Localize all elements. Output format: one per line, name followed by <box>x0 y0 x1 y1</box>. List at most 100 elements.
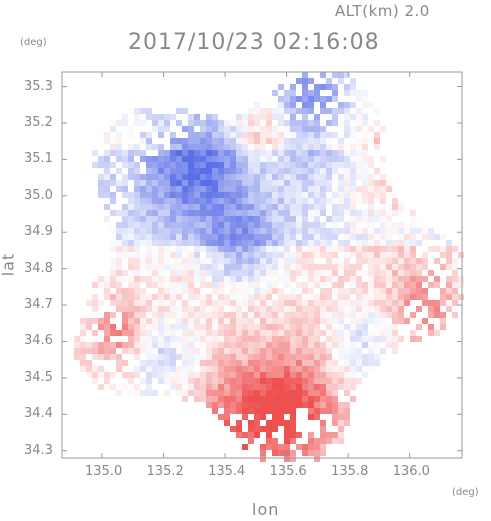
field-cell-977 <box>206 234 212 240</box>
field-cell-510 <box>338 174 344 180</box>
field-cell-422 <box>338 162 344 168</box>
field-cell-2076 <box>152 354 158 360</box>
field-cell-2346 <box>242 390 248 396</box>
field-cell-1315 <box>236 270 242 276</box>
field-cell-820 <box>194 216 200 222</box>
field-cell-449 <box>248 168 254 174</box>
field-cell-65 <box>272 108 278 114</box>
field-cell-2015 <box>74 348 80 354</box>
field-cell-983 <box>242 234 248 240</box>
field-cell-649 <box>314 192 320 198</box>
field-cell-2006 <box>344 342 350 348</box>
field-cell-389 <box>134 162 140 168</box>
field-cell-2336 <box>182 390 188 396</box>
field-cell-1493 <box>266 288 272 294</box>
field-cell-1847 <box>362 324 368 330</box>
field-cell-453 <box>272 168 278 174</box>
field-cell-1859 <box>110 330 116 336</box>
field-cell-113 <box>158 120 164 126</box>
field-cell-259 <box>152 144 158 150</box>
field-cell-225 <box>194 138 200 144</box>
field-cell-54 <box>368 102 374 108</box>
field-cell-431 <box>134 168 140 174</box>
field-cell-1961 <box>74 342 80 348</box>
field-cell-489 <box>212 174 218 180</box>
field-cell-687 <box>272 198 278 204</box>
field-cell-686 <box>266 198 272 204</box>
field-cell-1939 <box>284 336 290 342</box>
y-tick-label-4: 34.7 <box>24 297 53 313</box>
field-cell-2242 <box>320 372 326 378</box>
field-cell-1978 <box>176 342 182 348</box>
field-cell-2414 <box>224 408 230 414</box>
field-cell-1858 <box>104 330 110 336</box>
field-cell-1110 <box>344 246 350 252</box>
field-cell-37 <box>314 96 320 102</box>
field-cell-1008 <box>392 234 398 240</box>
field-cell-2422 <box>272 408 278 414</box>
field-cell-1797 <box>392 318 398 324</box>
field-cell-429 <box>116 168 122 174</box>
field-cell-265 <box>194 144 200 150</box>
field-cell-1906 <box>392 330 398 336</box>
field-cell-1745 <box>440 312 446 318</box>
field-cell-1117 <box>386 246 392 252</box>
field-cell-1172 <box>380 252 386 258</box>
field-cell-11 <box>278 84 284 90</box>
field-cell-2127 <box>182 360 188 366</box>
field-cell-1365 <box>200 276 206 282</box>
field-cell-657 <box>362 192 368 198</box>
field-cell-798 <box>356 210 362 216</box>
field-cell-1750 <box>98 318 104 324</box>
field-cell-336 <box>356 150 362 156</box>
field-cell-1357 <box>152 276 158 282</box>
field-cell-2097 <box>278 354 284 360</box>
field-cell-257 <box>134 144 140 150</box>
field-cell-571 <box>134 186 140 192</box>
field-cell-1901 <box>362 330 368 336</box>
field-cell-2403 <box>290 402 296 408</box>
field-cell-1039 <box>248 240 254 246</box>
field-cell-252 <box>362 138 368 144</box>
field-cell-281 <box>290 144 296 150</box>
field-cell-2454 <box>290 420 296 426</box>
field-cell-2061 <box>356 348 362 354</box>
field-cell-361 <box>248 156 254 162</box>
field-cell-2266 <box>218 378 224 384</box>
field-cell-1303 <box>164 270 170 276</box>
field-cell-1548 <box>248 294 254 300</box>
field-cell-457 <box>296 168 302 174</box>
field-cell-2237 <box>290 372 296 378</box>
field-cell-30 <box>362 90 368 96</box>
field-cell-945 <box>338 228 344 234</box>
field-cell-356 <box>218 156 224 162</box>
field-cell-2105 <box>326 354 332 360</box>
field-cell-126 <box>248 120 254 126</box>
field-cell-2218 <box>176 372 182 378</box>
field-cell-1759 <box>164 318 170 324</box>
field-cell-2189 <box>278 366 284 372</box>
field-cell-2046 <box>266 348 272 354</box>
field-cell-2184 <box>248 366 254 372</box>
field-cell-2197 <box>326 366 332 372</box>
field-cell-1767 <box>212 318 218 324</box>
field-cell-44 <box>278 102 284 108</box>
field-cell-28 <box>350 90 356 96</box>
field-cell-1206 <box>254 258 260 264</box>
field-cell-273 <box>242 144 248 150</box>
field-cell-408 <box>254 162 260 168</box>
field-cell-1140 <box>188 252 194 258</box>
field-cell-797 <box>350 210 356 216</box>
field-cell-735 <box>272 204 278 210</box>
field-cell-1546 <box>236 294 242 300</box>
field-cell-215 <box>374 132 380 138</box>
field-cell-152 <box>200 126 206 132</box>
field-cell-246 <box>320 138 326 144</box>
field-cell-683 <box>248 198 254 204</box>
field-cell-1185 <box>128 258 134 264</box>
field-cell-802 <box>380 210 386 216</box>
field-cell-2340 <box>206 390 212 396</box>
field-cell-53 <box>362 102 368 108</box>
field-cell-2075 <box>146 354 152 360</box>
field-cell-2502 <box>308 444 314 450</box>
